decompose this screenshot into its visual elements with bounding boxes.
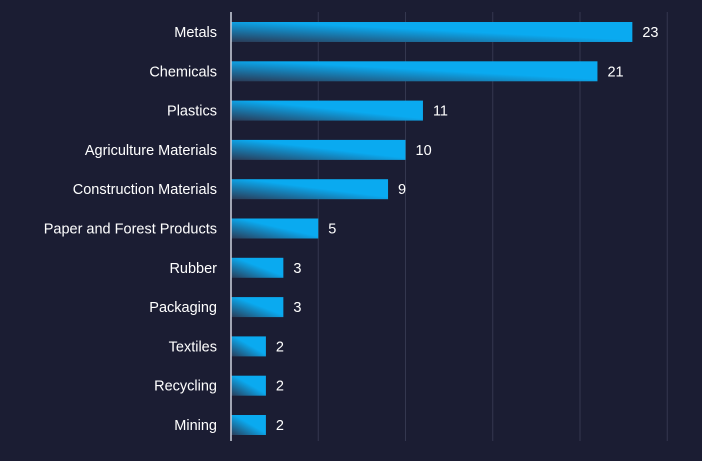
category-label: Textiles	[169, 339, 217, 355]
bar	[231, 415, 266, 435]
bar	[231, 139, 406, 160]
category-label: Chemicals	[149, 64, 217, 80]
value-label: 10	[416, 143, 432, 159]
bar	[231, 61, 598, 82]
bar	[231, 22, 633, 42]
category-label: Rubber	[169, 261, 217, 277]
category-label: Plastics	[167, 104, 217, 120]
category-label: Paper and Forest Products	[44, 222, 217, 238]
bar	[231, 179, 389, 200]
value-label: 3	[293, 261, 301, 277]
category-label: Mining	[174, 418, 217, 434]
bar	[231, 257, 284, 278]
category-label: Packaging	[149, 300, 217, 316]
value-label: 3	[293, 300, 301, 316]
category-label: Metals	[174, 25, 217, 41]
value-label: 5	[328, 222, 336, 238]
bar	[231, 218, 319, 239]
value-label: 23	[642, 25, 658, 41]
gridlines	[317, 12, 668, 441]
bar	[231, 100, 423, 121]
value-label: 2	[276, 418, 284, 434]
value-label: 21	[607, 64, 623, 80]
value-label: 2	[276, 379, 284, 395]
category-label: Construction Materials	[73, 182, 217, 198]
category-label: Agriculture Materials	[85, 143, 217, 159]
bar	[231, 375, 266, 396]
bar	[231, 297, 284, 318]
value-label: 2	[276, 339, 284, 355]
value-label: 11	[433, 104, 448, 120]
bar	[231, 336, 266, 357]
bars	[231, 22, 633, 435]
value-label: 9	[398, 182, 406, 198]
category-label: Recycling	[154, 379, 217, 395]
